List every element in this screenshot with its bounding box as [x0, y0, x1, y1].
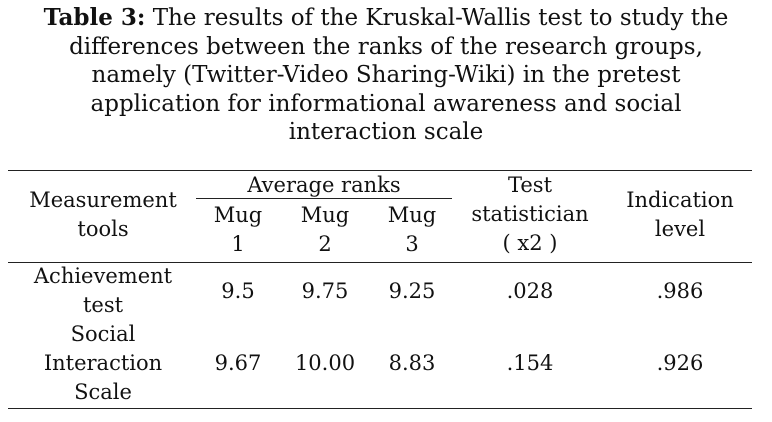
row-1-tool: Achievement test	[8, 262, 198, 320]
header-mug-1-line-1: Mug	[213, 203, 263, 227]
caption-line-2: differences between the ranks of the res…	[69, 33, 703, 60]
header-measurement-tools: Measurement tools	[8, 186, 198, 244]
header-test-statistician: Test statistician ( x2 )	[455, 171, 605, 258]
caption-label: Table 3:	[43, 4, 146, 31]
row-2-tool-line-2: Interaction	[43, 351, 163, 375]
row-1-mug-2: 9.75	[301, 279, 349, 303]
row-1-test-stat: .028	[506, 279, 554, 303]
header-bottom-rule	[8, 262, 752, 263]
caption-line-1: Table 3: The results of the Kruskal-Wall…	[0, 4, 772, 33]
row-2-mug-3: 8.83	[388, 351, 436, 375]
header-mug-2: Mug 2	[285, 201, 365, 259]
header-measurement-tools-line-1: Measurement	[29, 188, 177, 212]
header-test-statistician-line-2: statistician	[471, 202, 589, 226]
row-2-tool-line-3: Scale	[74, 380, 132, 404]
table-top-rule	[8, 170, 752, 171]
header-indication-level-line-1: Indication	[626, 188, 734, 212]
header-average-ranks: Average ranks	[247, 173, 401, 197]
row-2-tool: Social Interaction Scale	[8, 320, 198, 407]
header-indication-level-line-2: level	[654, 217, 706, 241]
caption-text-1: The results of the Kruskal-Wallis test t…	[145, 5, 729, 31]
row-1-mug-1: 9.5	[221, 279, 255, 303]
caption-line-4: application for informational awareness …	[90, 90, 682, 117]
row-1-tool-line-2: test	[82, 293, 124, 317]
caption-line-3: namely (Twitter-Video Sharing-Wiki) in t…	[91, 62, 681, 88]
row-2-test-stat: .154	[506, 351, 554, 375]
header-measurement-tools-line-2: tools	[77, 217, 129, 241]
average-ranks-underline	[196, 198, 452, 199]
header-test-statistician-line-1: Test	[507, 173, 553, 197]
row-2-mug-1: 9.67	[214, 351, 262, 375]
row-2-indication: .926	[656, 351, 704, 375]
header-test-statistician-line-3: ( x2 )	[502, 231, 558, 255]
row-1-tool-line-1: Achievement	[33, 264, 173, 288]
table-caption: Table 3: The results of the Kruskal-Wall…	[0, 4, 772, 147]
row-2-tool-line-1: Social	[70, 322, 136, 346]
row-1-indication: .986	[656, 279, 704, 303]
header-mug-2-line-1: Mug	[300, 203, 350, 227]
caption-line-5: interaction scale	[288, 119, 484, 145]
header-mug-1-line-2: 1	[231, 232, 245, 256]
header-mug-3-line-2: 3	[405, 232, 419, 256]
header-indication-level: Indication level	[600, 186, 760, 244]
header-mug-1: Mug 1	[198, 201, 278, 259]
table-bottom-rule	[8, 408, 752, 409]
header-mug-2-line-2: 2	[318, 232, 332, 256]
row-2-mug-2: 10.00	[294, 351, 356, 375]
header-mug-3-line-1: Mug	[387, 203, 437, 227]
row-1-mug-3: 9.25	[388, 279, 436, 303]
header-mug-3: Mug 3	[372, 201, 452, 259]
